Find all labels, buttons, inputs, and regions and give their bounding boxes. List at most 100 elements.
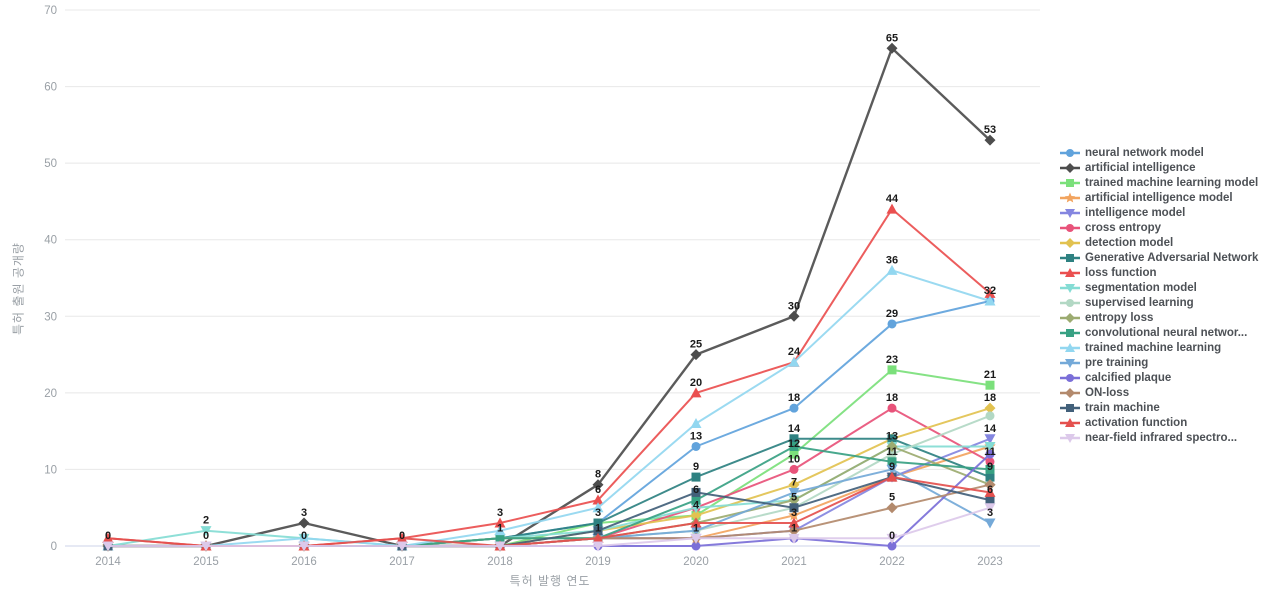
legend-label: activation function xyxy=(1085,417,1188,429)
point-label: 1 xyxy=(693,522,699,534)
y-tick-label: 10 xyxy=(44,464,57,476)
legend-item-trained-machine-learning-model[interactable]: trained machine learning model xyxy=(1060,177,1258,189)
y-tick-label: 40 xyxy=(44,235,57,247)
series-trained-machine-learning xyxy=(102,264,996,551)
legend-item-pre-training[interactable]: pre training xyxy=(1060,357,1258,369)
point-label: 5 xyxy=(791,492,797,504)
legend-item-supervised-learning[interactable]: supervised learning xyxy=(1060,297,1258,309)
y-tick-label: 60 xyxy=(44,82,57,94)
legend-marker-icon xyxy=(1060,329,1080,337)
legend-label: train machine xyxy=(1085,402,1160,414)
point-label: 4 xyxy=(693,499,700,511)
legend-marker-icon xyxy=(1060,299,1080,307)
x-tick-label: 2014 xyxy=(95,556,121,568)
legend-label: cross entropy xyxy=(1085,222,1162,234)
point-label: 65 xyxy=(886,32,898,44)
legend-label: artificial intelligence model xyxy=(1085,192,1233,204)
x-tick-label: 2019 xyxy=(585,556,611,568)
legend-label: loss function xyxy=(1085,267,1157,279)
legend-label: neural network model xyxy=(1085,147,1204,159)
legend-marker-icon xyxy=(1060,404,1080,412)
legend-label: detection model xyxy=(1085,237,1174,249)
legend-marker-icon xyxy=(1060,238,1080,248)
y-tick-label: 0 xyxy=(51,541,57,553)
legend-item-activation-function[interactable]: activation function xyxy=(1060,417,1258,429)
point-label: 3 xyxy=(497,507,503,519)
legend-marker-icon xyxy=(1060,254,1080,262)
legend-marker-icon xyxy=(1060,192,1080,203)
x-tick-label: 2017 xyxy=(389,556,415,568)
point-label: 5 xyxy=(889,492,895,504)
point-label: 9 xyxy=(987,461,993,473)
point-label: 0 xyxy=(301,530,307,542)
point-label: 21 xyxy=(984,369,996,381)
legend-label: entropy loss xyxy=(1085,312,1154,324)
point-label: 29 xyxy=(886,308,898,320)
legend-item-artificial-intelligence-model[interactable]: artificial intelligence model xyxy=(1060,192,1258,204)
point-label: 0 xyxy=(105,530,111,542)
series-segmentation-model xyxy=(102,441,996,552)
point-label: 7 xyxy=(791,476,797,488)
legend-item-entropy-loss[interactable]: entropy loss xyxy=(1060,312,1258,324)
point-label: 18 xyxy=(984,392,996,404)
legend-item-neural-network-model[interactable]: neural network model xyxy=(1060,147,1258,159)
point-label: 0 xyxy=(203,530,209,542)
legend-label: supervised learning xyxy=(1085,297,1194,309)
point-label: 1 xyxy=(791,522,797,534)
legend-item-artificial-intelligence[interactable]: artificial intelligence xyxy=(1060,162,1258,174)
point-label: 3 xyxy=(791,507,797,519)
legend-marker-icon xyxy=(1060,163,1080,173)
legend-item-detection-model[interactable]: detection model xyxy=(1060,237,1258,249)
point-label: 1 xyxy=(595,522,601,534)
legend-label: Generative Adversarial Network xyxy=(1085,252,1259,264)
point-label: 10 xyxy=(788,453,800,465)
point-label: 3 xyxy=(595,507,601,519)
legend-item-segmentation-model[interactable]: segmentation model xyxy=(1060,282,1258,294)
legend-label: near-field infrared spectro... xyxy=(1085,432,1238,444)
point-label: 18 xyxy=(886,392,898,404)
legend-item-loss-function[interactable]: loss function xyxy=(1060,267,1258,279)
point-label: 6 xyxy=(987,484,993,496)
point-label: 8 xyxy=(595,469,601,481)
legend-item-train-machine[interactable]: train machine xyxy=(1060,402,1258,414)
point-label: 9 xyxy=(889,461,895,473)
legend-item-convolutional-neural-networ-[interactable]: convolutional neural networ... xyxy=(1060,327,1258,339)
legend-marker-icon xyxy=(1060,268,1080,277)
legend-marker-icon xyxy=(1060,149,1080,157)
legend-marker-icon xyxy=(1060,388,1080,398)
point-label: 25 xyxy=(690,339,702,351)
x-tick-label: 2022 xyxy=(879,556,905,568)
legend-item-calcified-plaque[interactable]: calcified plaque xyxy=(1060,372,1258,384)
point-label: 2 xyxy=(203,515,209,527)
series-loss-function xyxy=(102,203,996,551)
legend-marker-icon xyxy=(1060,418,1080,427)
legend-item-generative-adversarial-network[interactable]: Generative Adversarial Network xyxy=(1060,252,1258,264)
y-tick-label: 50 xyxy=(44,158,57,170)
legend-item-intelligence-model[interactable]: intelligence model xyxy=(1060,207,1258,219)
point-label: 13 xyxy=(690,430,702,442)
legend-marker-icon xyxy=(1060,284,1080,293)
legend-marker-icon xyxy=(1060,343,1080,352)
legend-label: intelligence model xyxy=(1085,207,1186,219)
series-supervised-learning xyxy=(103,411,995,551)
point-label: 11 xyxy=(886,446,898,458)
point-label: 14 xyxy=(984,423,997,435)
legend-item-near-field-infrared-spectro-[interactable]: near-field infrared spectro... xyxy=(1060,432,1258,444)
legend-label: artificial intelligence xyxy=(1085,162,1196,174)
point-label: 24 xyxy=(788,346,801,358)
point-label: 0 xyxy=(399,530,405,542)
legend-label: trained machine learning model xyxy=(1085,177,1259,189)
legend-item-on-loss[interactable]: ON-loss xyxy=(1060,387,1258,399)
point-label: 44 xyxy=(886,193,899,205)
point-label: 12 xyxy=(788,438,800,450)
point-label: 11 xyxy=(984,446,996,458)
point-label: 23 xyxy=(886,354,898,366)
legend-item-cross-entropy[interactable]: cross entropy xyxy=(1060,222,1258,234)
point-label: 6 xyxy=(693,484,699,496)
x-tick-label: 2023 xyxy=(977,556,1003,568)
legend-item-trained-machine-learning[interactable]: trained machine learning xyxy=(1060,342,1258,354)
chart-legend: neural network model artificial intellige… xyxy=(1060,147,1258,444)
legend-label: ON-loss xyxy=(1085,387,1130,399)
x-tick-label: 2016 xyxy=(291,556,317,568)
